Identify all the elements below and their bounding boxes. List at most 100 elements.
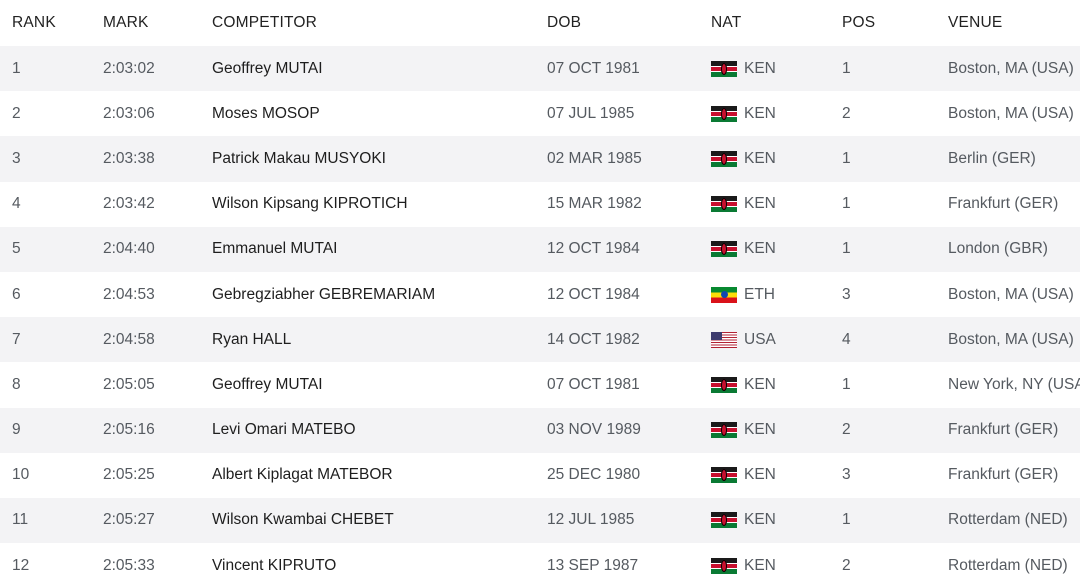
rank-cell: 11: [12, 498, 28, 543]
competitor-link[interactable]: Gebregziabher GEBREMARIAM: [212, 272, 435, 317]
table-row[interactable]: 11 2:05:27 Wilson Kwambai CHEBET 12 JUL 198…: [0, 498, 1080, 543]
competitor-link[interactable]: Geoffrey MUTAI: [212, 362, 323, 407]
competitor-link[interactable]: Wilson Kipsang KIPROTICH: [212, 182, 408, 227]
table-row[interactable]: 10 2:05:25 Albert Kiplagat MATEBOR 25 DEC 1…: [0, 453, 1080, 498]
venue-cell: Rotterdam (NED): [948, 543, 1068, 588]
venue-cell: Rotterdam (NED): [948, 498, 1068, 543]
pos-cell: 3: [842, 272, 851, 317]
dob-cell: 03 NOV 1989: [547, 408, 641, 453]
nat-cell: KEN: [711, 136, 776, 181]
nat-cell: KEN: [711, 362, 776, 407]
dob-cell: 12 OCT 1984: [547, 272, 640, 317]
mark-cell: 2:04:53: [103, 272, 155, 317]
rank-cell: 9: [12, 408, 21, 453]
nat-code: KEN: [744, 466, 776, 484]
rank-cell: 2: [12, 91, 21, 136]
competitor-link[interactable]: Moses MOSOP: [212, 91, 320, 136]
mark-cell: 2:04:40: [103, 227, 155, 272]
venue-cell: Boston, MA (USA): [948, 317, 1074, 362]
ken-flag-icon: [711, 106, 737, 122]
pos-cell: 1: [842, 46, 851, 91]
table-row[interactable]: 5 2:04:40 Emmanuel MUTAI 12 OCT 1984 KEN 1 Lon…: [0, 227, 1080, 272]
dob-cell: 02 MAR 1985: [547, 136, 642, 181]
competitor-link[interactable]: Patrick Makau MUSYOKI: [212, 136, 386, 181]
mark-cell: 2:05:27: [103, 498, 155, 543]
table-row[interactable]: 6 2:04:53 Gebregziabher GEBREMARIAM 12 OCT …: [0, 272, 1080, 317]
table-row[interactable]: 7 2:04:58 Ryan HALL 14 OCT 1982 USA 4 Boston, …: [0, 317, 1080, 362]
nat-cell: KEN: [711, 453, 776, 498]
competitor-link[interactable]: Levi Omari MATEBO: [212, 408, 356, 453]
header-venue[interactable]: VENUE: [948, 0, 1002, 46]
table-row[interactable]: 1 2:03:02 Geoffrey MUTAI 07 OCT 1981 KEN 1 Bos…: [0, 46, 1080, 91]
dob-cell: 12 OCT 1984: [547, 227, 640, 272]
mark-cell: 2:05:25: [103, 453, 155, 498]
nat-code: ETH: [744, 286, 775, 304]
nat-code: KEN: [744, 60, 776, 78]
pos-cell: 1: [842, 498, 851, 543]
nat-cell: KEN: [711, 543, 776, 588]
nat-cell: KEN: [711, 182, 776, 227]
competitor-link[interactable]: Wilson Kwambai CHEBET: [212, 498, 394, 543]
venue-cell: New York, NY (USA): [948, 362, 1080, 407]
ken-flag-icon: [711, 151, 737, 167]
pos-cell: 1: [842, 362, 851, 407]
pos-cell: 1: [842, 227, 851, 272]
ken-flag-icon: [711, 241, 737, 257]
rank-cell: 6: [12, 272, 21, 317]
rank-cell: 4: [12, 182, 21, 227]
pos-cell: 2: [842, 91, 851, 136]
nat-code: KEN: [744, 376, 776, 394]
header-nat[interactable]: NAT: [711, 0, 741, 46]
header-dob[interactable]: DOB: [547, 0, 581, 46]
dob-cell: 12 JUL 1985: [547, 498, 634, 543]
table-row[interactable]: 2 2:03:06 Moses MOSOP 07 JUL 1985 KEN 2 Boston…: [0, 91, 1080, 136]
rank-cell: 5: [12, 227, 21, 272]
nat-code: USA: [744, 331, 776, 349]
usa-flag-icon: [711, 332, 737, 348]
table-row[interactable]: 12 2:05:33 Vincent KIPRUTO 13 SEP 1987 KEN 2 R…: [0, 543, 1080, 588]
dob-cell: 25 DEC 1980: [547, 453, 640, 498]
venue-cell: Berlin (GER): [948, 136, 1036, 181]
eth-flag-icon: [711, 287, 737, 303]
mark-cell: 2:05:16: [103, 408, 155, 453]
mark-cell: 2:05:05: [103, 362, 155, 407]
ken-flag-icon: [711, 512, 737, 528]
rank-cell: 7: [12, 317, 21, 362]
nat-code: KEN: [744, 240, 776, 258]
table-row[interactable]: 9 2:05:16 Levi Omari MATEBO 03 NOV 1989 KEN 2…: [0, 408, 1080, 453]
nat-code: KEN: [744, 557, 776, 575]
competitor-link[interactable]: Vincent KIPRUTO: [212, 543, 336, 588]
nat-code: KEN: [744, 195, 776, 213]
dob-cell: 13 SEP 1987: [547, 543, 638, 588]
mark-cell: 2:04:58: [103, 317, 155, 362]
dob-cell: 14 OCT 1982: [547, 317, 640, 362]
mark-cell: 2:03:42: [103, 182, 155, 227]
table-row[interactable]: 3 2:03:38 Patrick Makau MUSYOKI 02 MAR 1985…: [0, 136, 1080, 181]
ken-flag-icon: [711, 422, 737, 438]
nat-cell: KEN: [711, 227, 776, 272]
competitor-link[interactable]: Ryan HALL: [212, 317, 291, 362]
header-mark[interactable]: MARK: [103, 0, 149, 46]
rank-cell: 12: [12, 543, 29, 588]
header-competitor[interactable]: COMPETITOR: [212, 0, 317, 46]
table-row[interactable]: 8 2:05:05 Geoffrey MUTAI 07 OCT 1981 KEN 1 New…: [0, 362, 1080, 407]
mark-cell: 2:03:38: [103, 136, 155, 181]
venue-cell: London (GBR): [948, 227, 1048, 272]
competitor-link[interactable]: Geoffrey MUTAI: [212, 46, 323, 91]
table-body: 1 2:03:02 Geoffrey MUTAI 07 OCT 1981 KEN 1 Bos…: [0, 46, 1080, 588]
header-pos[interactable]: POS: [842, 0, 875, 46]
pos-cell: 2: [842, 408, 851, 453]
venue-cell: Boston, MA (USA): [948, 46, 1074, 91]
nat-cell: KEN: [711, 408, 776, 453]
table-row[interactable]: 4 2:03:42 Wilson Kipsang KIPROTICH 15 MAR 1…: [0, 182, 1080, 227]
dob-cell: 07 OCT 1981: [547, 46, 640, 91]
pos-cell: 4: [842, 317, 851, 362]
nat-cell: KEN: [711, 498, 776, 543]
header-rank[interactable]: RANK: [12, 0, 56, 46]
mark-cell: 2:03:02: [103, 46, 155, 91]
competitor-link[interactable]: Emmanuel MUTAI: [212, 227, 337, 272]
pos-cell: 1: [842, 136, 851, 181]
nat-cell: USA: [711, 317, 776, 362]
competitor-link[interactable]: Albert Kiplagat MATEBOR: [212, 453, 393, 498]
